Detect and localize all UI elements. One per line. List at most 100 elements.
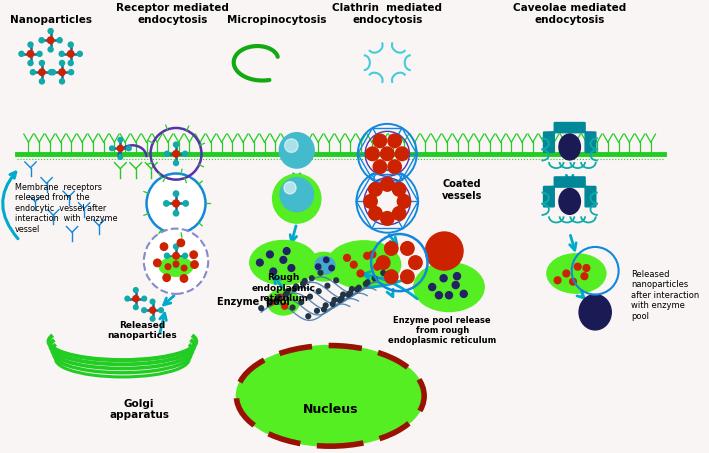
Circle shape bbox=[346, 292, 351, 297]
Circle shape bbox=[280, 256, 286, 263]
Circle shape bbox=[365, 280, 370, 284]
Circle shape bbox=[67, 51, 74, 57]
Circle shape bbox=[144, 229, 208, 294]
Circle shape bbox=[118, 145, 123, 151]
Circle shape bbox=[440, 275, 447, 282]
Circle shape bbox=[133, 305, 138, 309]
Circle shape bbox=[177, 239, 184, 246]
Circle shape bbox=[332, 298, 337, 302]
Circle shape bbox=[270, 268, 277, 275]
Circle shape bbox=[277, 294, 283, 300]
Ellipse shape bbox=[250, 241, 317, 284]
Circle shape bbox=[172, 200, 179, 207]
Ellipse shape bbox=[579, 294, 611, 330]
Circle shape bbox=[174, 142, 179, 147]
Circle shape bbox=[77, 51, 82, 56]
Circle shape bbox=[173, 191, 179, 196]
Circle shape bbox=[357, 285, 361, 290]
Circle shape bbox=[401, 241, 414, 255]
Ellipse shape bbox=[559, 134, 581, 160]
Circle shape bbox=[147, 173, 206, 233]
Circle shape bbox=[68, 60, 73, 66]
Circle shape bbox=[299, 300, 303, 304]
Circle shape bbox=[369, 251, 376, 258]
Ellipse shape bbox=[559, 188, 581, 214]
Circle shape bbox=[174, 160, 179, 165]
Text: Receptor mediated
endocytosis: Receptor mediated endocytosis bbox=[116, 3, 229, 24]
Circle shape bbox=[59, 69, 65, 76]
Circle shape bbox=[381, 212, 394, 225]
Circle shape bbox=[183, 201, 189, 206]
Circle shape bbox=[165, 264, 171, 270]
Circle shape bbox=[381, 147, 394, 161]
Circle shape bbox=[133, 295, 139, 302]
Ellipse shape bbox=[414, 263, 484, 312]
Circle shape bbox=[281, 303, 288, 309]
Circle shape bbox=[174, 262, 179, 268]
Text: Coated
vessels: Coated vessels bbox=[442, 179, 483, 201]
Circle shape bbox=[57, 38, 62, 43]
Circle shape bbox=[583, 265, 590, 271]
Circle shape bbox=[118, 137, 123, 142]
Circle shape bbox=[142, 308, 147, 313]
Text: Micropinocytosis: Micropinocytosis bbox=[227, 14, 326, 24]
Circle shape bbox=[69, 70, 74, 75]
Text: Enzyme  pool: Enzyme pool bbox=[217, 297, 289, 307]
Circle shape bbox=[381, 178, 394, 191]
Circle shape bbox=[39, 69, 45, 76]
Ellipse shape bbox=[267, 289, 299, 315]
Circle shape bbox=[267, 251, 273, 258]
Circle shape bbox=[372, 276, 377, 281]
Circle shape bbox=[445, 292, 452, 299]
FancyBboxPatch shape bbox=[544, 132, 554, 153]
Circle shape bbox=[28, 60, 33, 66]
Circle shape bbox=[142, 296, 147, 301]
Circle shape bbox=[59, 51, 65, 56]
Circle shape bbox=[174, 244, 179, 249]
Circle shape bbox=[323, 257, 329, 263]
Circle shape bbox=[369, 207, 382, 220]
Circle shape bbox=[48, 70, 53, 75]
Text: Enzyme pool release
from rough
endoplasmic reticulum: Enzyme pool release from rough endoplasm… bbox=[388, 316, 496, 346]
Circle shape bbox=[330, 302, 335, 306]
Circle shape bbox=[569, 278, 576, 285]
Circle shape bbox=[110, 146, 114, 151]
Circle shape bbox=[68, 42, 73, 47]
Circle shape bbox=[163, 274, 170, 281]
FancyBboxPatch shape bbox=[554, 122, 585, 133]
Circle shape bbox=[316, 289, 321, 294]
Circle shape bbox=[48, 29, 53, 34]
Circle shape bbox=[384, 270, 398, 284]
Circle shape bbox=[452, 281, 459, 289]
Circle shape bbox=[259, 306, 264, 310]
Circle shape bbox=[257, 259, 263, 266]
Circle shape bbox=[581, 273, 588, 280]
Circle shape bbox=[125, 296, 130, 301]
Text: Nucleus: Nucleus bbox=[303, 403, 358, 416]
Circle shape bbox=[19, 51, 24, 56]
Circle shape bbox=[118, 154, 123, 159]
Circle shape bbox=[48, 47, 53, 52]
FancyBboxPatch shape bbox=[554, 177, 585, 187]
Circle shape bbox=[460, 290, 467, 298]
Circle shape bbox=[154, 259, 161, 267]
Circle shape bbox=[173, 211, 179, 216]
Circle shape bbox=[309, 276, 314, 280]
Circle shape bbox=[357, 270, 364, 277]
Circle shape bbox=[397, 195, 411, 208]
Circle shape bbox=[285, 289, 290, 294]
Circle shape bbox=[164, 201, 169, 206]
Circle shape bbox=[40, 79, 45, 84]
Circle shape bbox=[334, 278, 338, 283]
Ellipse shape bbox=[160, 257, 193, 276]
Circle shape bbox=[28, 42, 33, 47]
Circle shape bbox=[50, 70, 55, 75]
Circle shape bbox=[268, 299, 274, 305]
Circle shape bbox=[274, 298, 279, 302]
Circle shape bbox=[341, 292, 345, 297]
Circle shape bbox=[40, 60, 45, 66]
Circle shape bbox=[150, 307, 155, 313]
Circle shape bbox=[182, 265, 187, 271]
Circle shape bbox=[384, 241, 398, 255]
Circle shape bbox=[344, 255, 350, 261]
